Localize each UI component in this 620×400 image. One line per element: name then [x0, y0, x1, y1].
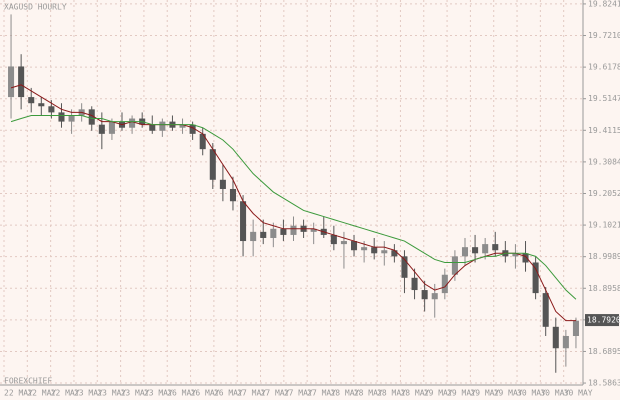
y-tick-label: 19.82418 — [588, 0, 620, 8]
y-tick-label: 19.10213 — [588, 221, 620, 230]
candle-body — [98, 124, 105, 134]
candle-body — [149, 124, 156, 131]
candle-body — [108, 121, 115, 134]
x-tick-label: 22 MAY — [51, 389, 80, 398]
grid — [0, 0, 583, 385]
x-tick-label: 27 MAY — [261, 389, 290, 398]
candle-body — [371, 247, 378, 254]
candle-body — [209, 149, 216, 180]
candle-body — [492, 244, 499, 251]
candle-body — [260, 231, 267, 238]
candle-body — [411, 277, 418, 291]
x-tick-label: 28 MAY — [377, 389, 406, 398]
candle-body — [451, 256, 458, 275]
candle-body — [199, 133, 206, 150]
moving-average — [10, 84, 576, 322]
candle-body — [351, 241, 358, 251]
y-tick-label: 18.68953 — [588, 347, 620, 356]
candle-body — [401, 256, 408, 278]
candle-body — [441, 274, 448, 294]
x-tick-label: 29 MAY — [494, 389, 523, 398]
candle-body — [280, 228, 287, 235]
x-tick-label: 30 MAY — [517, 389, 546, 398]
x-tick-label: 28 MAY — [330, 389, 359, 398]
candle-body — [542, 293, 549, 327]
y-tick-label: 19.72103 — [588, 31, 620, 40]
candle-body — [18, 66, 25, 98]
candle-body — [68, 115, 75, 122]
candle-body — [58, 112, 65, 122]
candle-body — [88, 109, 95, 125]
candle-body — [552, 326, 559, 349]
price-label: 18.7920 — [587, 316, 620, 325]
x-tick-label: 27 MAY — [284, 389, 313, 398]
x-tick-label: 22 MAY — [4, 389, 33, 398]
y-tick-label: 19.20528 — [588, 189, 620, 198]
y-tick-label: 18.58638 — [588, 379, 620, 388]
x-tick-label: 29 MAY — [447, 389, 476, 398]
x-tick-label: 28 MAY — [354, 389, 383, 398]
y-tick-label: 18.99898 — [588, 252, 620, 261]
x-tick-label: 30 MAY — [540, 389, 569, 398]
candle-body — [572, 320, 579, 336]
x-tick-label: 23 MAY — [144, 389, 173, 398]
candle-body — [159, 121, 166, 131]
candle-body — [532, 262, 539, 294]
candle-body — [179, 124, 186, 128]
candle-body — [522, 253, 529, 263]
candle-body — [219, 179, 226, 189]
candle-body — [229, 188, 236, 202]
candle-body — [562, 335, 569, 349]
x-tick-label: 22 MAY — [27, 389, 56, 398]
candle-body — [240, 201, 247, 242]
candle-body — [421, 290, 428, 300]
y-tick-label: 19.51473 — [588, 94, 620, 103]
price-box — [585, 314, 619, 327]
candle-body — [340, 241, 347, 245]
x-tick-label: 27 MAY — [307, 389, 336, 398]
x-tick-label: 29 MAY — [470, 389, 499, 398]
moving-average — [10, 114, 577, 300]
x-tick-label: 28 MAY — [400, 389, 429, 398]
candle-body — [48, 106, 55, 113]
candle-body — [129, 118, 136, 128]
x-tick-label: 23 MAY — [74, 389, 103, 398]
candle-body — [270, 228, 277, 238]
candle-body — [330, 234, 337, 245]
candle-body — [391, 250, 398, 257]
candle-body — [8, 66, 15, 98]
candle-body — [381, 250, 388, 254]
y-tick-label: 19.61788 — [588, 63, 620, 72]
candle-body — [250, 231, 257, 242]
candle-body — [431, 293, 438, 300]
candle-body — [472, 247, 479, 254]
x-tick-label: 26 MAY — [167, 389, 196, 398]
y-tick-label: 19.41158 — [588, 126, 620, 135]
x-tick-label: 26 MAY — [191, 389, 220, 398]
x-tick-label: 23 MAY — [121, 389, 150, 398]
x-tick-label: 30 MAY — [564, 389, 593, 398]
y-tick-label: 18.89583 — [588, 284, 620, 293]
candle-body — [28, 97, 35, 104]
candle-body — [189, 124, 196, 134]
chart-title: XAGUSD HOURLY — [4, 3, 67, 12]
x-tick-label: 26 MAY — [214, 389, 243, 398]
candle-body — [290, 225, 297, 235]
candle-body — [310, 228, 317, 232]
candle-body — [512, 253, 519, 257]
y-tick-label: 19.30843 — [588, 157, 620, 166]
x-tick-label: 29 MAY — [424, 389, 453, 398]
x-tick-label: 27 MAY — [237, 389, 266, 398]
candle-body — [482, 244, 489, 254]
x-tick-label: 23 MAY — [97, 389, 126, 398]
candle-body — [38, 103, 45, 107]
footer: FOREXCHIEF — [4, 377, 52, 386]
candle-body — [361, 247, 368, 251]
candle-body — [461, 247, 469, 257]
